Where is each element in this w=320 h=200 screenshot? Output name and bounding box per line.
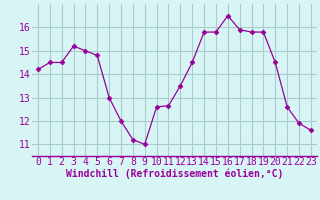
X-axis label: Windchill (Refroidissement éolien,°C): Windchill (Refroidissement éolien,°C): [66, 169, 283, 179]
